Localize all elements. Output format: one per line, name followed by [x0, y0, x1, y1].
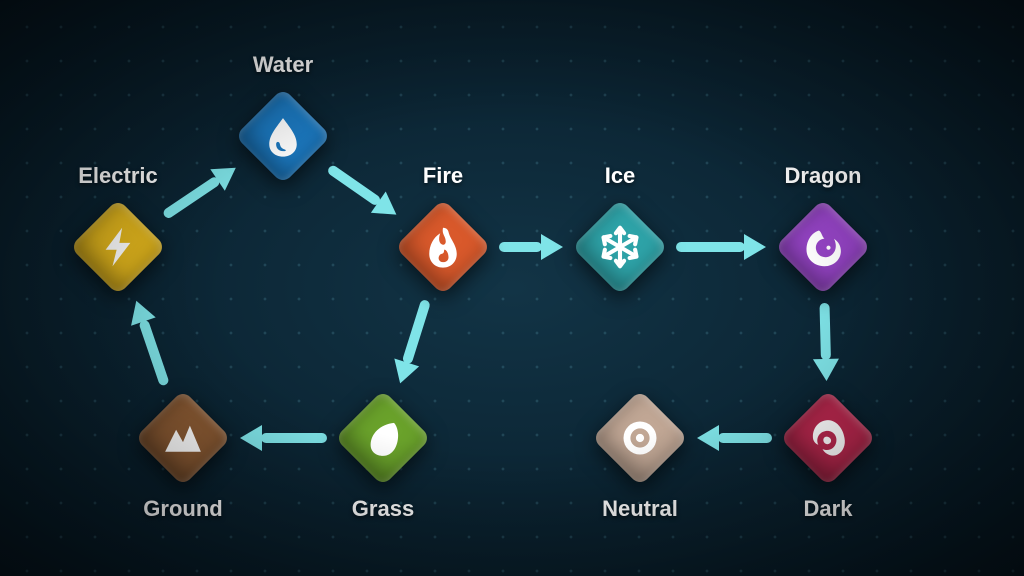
label-fire: Fire [423, 163, 463, 189]
label-dragon: Dragon [785, 163, 862, 189]
water-icon [249, 102, 317, 170]
node-ice [586, 213, 654, 281]
node-dragon [789, 213, 857, 281]
dragon-icon [789, 213, 857, 281]
dark-icon [794, 404, 862, 472]
node-water [249, 102, 317, 170]
label-water: Water [253, 52, 313, 78]
node-electric [84, 213, 152, 281]
node-ground [149, 404, 217, 472]
ground-icon [149, 404, 217, 472]
node-grass [349, 404, 417, 472]
node-fire [409, 213, 477, 281]
electric-icon [84, 213, 152, 281]
label-ground: Ground [143, 496, 222, 522]
label-grass: Grass [352, 496, 414, 522]
fire-icon [409, 213, 477, 281]
neutral-icon [606, 404, 674, 472]
node-dark [794, 404, 862, 472]
grass-icon [349, 404, 417, 472]
node-neutral [606, 404, 674, 472]
label-electric: Electric [78, 163, 158, 189]
label-dark: Dark [804, 496, 853, 522]
label-neutral: Neutral [602, 496, 678, 522]
type-chart-diagram: { "canvas": { "width": 1024, "height": 5… [0, 0, 1024, 576]
ice-icon [586, 213, 654, 281]
label-ice: Ice [605, 163, 636, 189]
